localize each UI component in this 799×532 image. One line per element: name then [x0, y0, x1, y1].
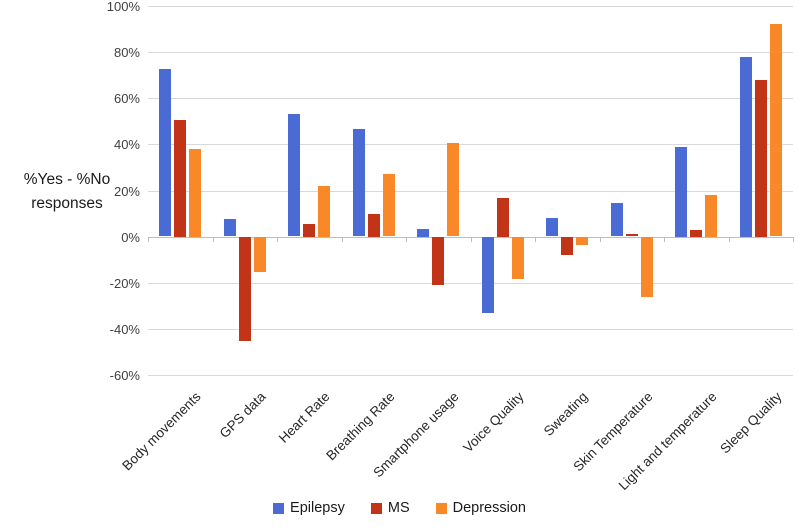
- bar-depression-voice-quality: [512, 237, 524, 279]
- legend-item-ms: MS: [370, 500, 410, 516]
- bar-epilepsy-breathing-rate: [353, 129, 365, 236]
- bar-ms-light-and-temperature: [690, 230, 702, 237]
- y-tick-label: -40%: [109, 322, 140, 337]
- x-axis-zero-line: [148, 237, 793, 238]
- y-tick-label: 40%: [113, 137, 140, 152]
- bar-ms-sleep-quality: [755, 80, 767, 237]
- legend-label-ms: MS: [387, 500, 410, 516]
- bar-ms-breathing-rate: [368, 214, 380, 237]
- bar-depression-breathing-rate: [383, 174, 395, 236]
- bar-depression-light-and-temperature: [705, 195, 717, 237]
- category-axis-tick: [213, 237, 214, 242]
- bar-ms-sweating: [561, 237, 573, 255]
- category-axis-tick: [535, 237, 536, 242]
- bar-epilepsy-smartphone-usage: [417, 229, 429, 237]
- bar-depression-skin-temperature: [641, 237, 653, 297]
- category-axis-tick: [148, 237, 149, 242]
- bar-depression-sweating: [576, 237, 588, 245]
- y-axis-title-line2: responses: [31, 195, 103, 212]
- bar-depression-heart-rate: [318, 186, 330, 237]
- gridline: [148, 283, 793, 284]
- legend-swatch-ms: [370, 503, 382, 514]
- legend-swatch-epilepsy: [273, 503, 285, 514]
- bar-epilepsy-voice-quality: [482, 237, 494, 313]
- gridline: [148, 6, 793, 7]
- legend-swatch-depression: [435, 503, 447, 514]
- gridline: [148, 98, 793, 99]
- bar-depression-smartphone-usage: [447, 143, 459, 236]
- bar-epilepsy-light-and-temperature: [675, 147, 687, 237]
- y-axis-title: %Yes - %No responses: [0, 168, 134, 216]
- bar-ms-gps-data: [239, 237, 251, 341]
- gridline: [148, 375, 793, 376]
- bar-ms-voice-quality: [497, 198, 509, 237]
- category-axis-tick: [729, 237, 730, 242]
- y-tick-label: -20%: [109, 276, 140, 291]
- gridline: [148, 144, 793, 145]
- bar-epilepsy-sweating: [546, 218, 558, 236]
- y-tick-label: 60%: [113, 91, 140, 106]
- legend-label-epilepsy: Epilepsy: [290, 500, 345, 516]
- bar-epilepsy-gps-data: [224, 219, 236, 236]
- gridline: [148, 329, 793, 330]
- bar-ms-heart-rate: [303, 224, 315, 237]
- y-tick-label: -60%: [109, 368, 140, 383]
- y-tick-label: 20%: [113, 184, 140, 199]
- bar-ms-skin-temperature: [626, 234, 638, 236]
- bar-ms-body-movements: [174, 120, 186, 237]
- bar-epilepsy-skin-temperature: [611, 203, 623, 236]
- category-axis-tick: [406, 237, 407, 242]
- chart-legend: Epilepsy MS Depression: [0, 501, 799, 516]
- bar-epilepsy-heart-rate: [288, 114, 300, 236]
- y-axis-title-line1: %Yes - %No: [23, 171, 111, 188]
- bar-depression-body-movements: [189, 149, 201, 237]
- category-axis-tick: [664, 237, 665, 242]
- category-axis-tick: [600, 237, 601, 242]
- bar-epilepsy-body-movements: [159, 69, 171, 236]
- category-axis-tick: [471, 237, 472, 242]
- bar-depression-sleep-quality: [770, 24, 782, 236]
- category-axis-tick: [277, 237, 278, 242]
- legend-item-epilepsy: Epilepsy: [273, 501, 345, 516]
- category-axis-tick: [793, 237, 794, 242]
- legend-item-depression: Depression: [435, 500, 526, 516]
- y-tick-label: 0%: [121, 230, 140, 245]
- gridline: [148, 191, 793, 192]
- bar-depression-gps-data: [254, 237, 266, 272]
- category-axis-tick: [342, 237, 343, 242]
- y-tick-label: 80%: [113, 45, 140, 60]
- gridline: [148, 52, 793, 53]
- bar-epilepsy-sleep-quality: [740, 57, 752, 237]
- y-tick-label: 100%: [106, 0, 140, 14]
- legend-label-depression: Depression: [452, 500, 526, 516]
- bar-ms-smartphone-usage: [432, 237, 444, 285]
